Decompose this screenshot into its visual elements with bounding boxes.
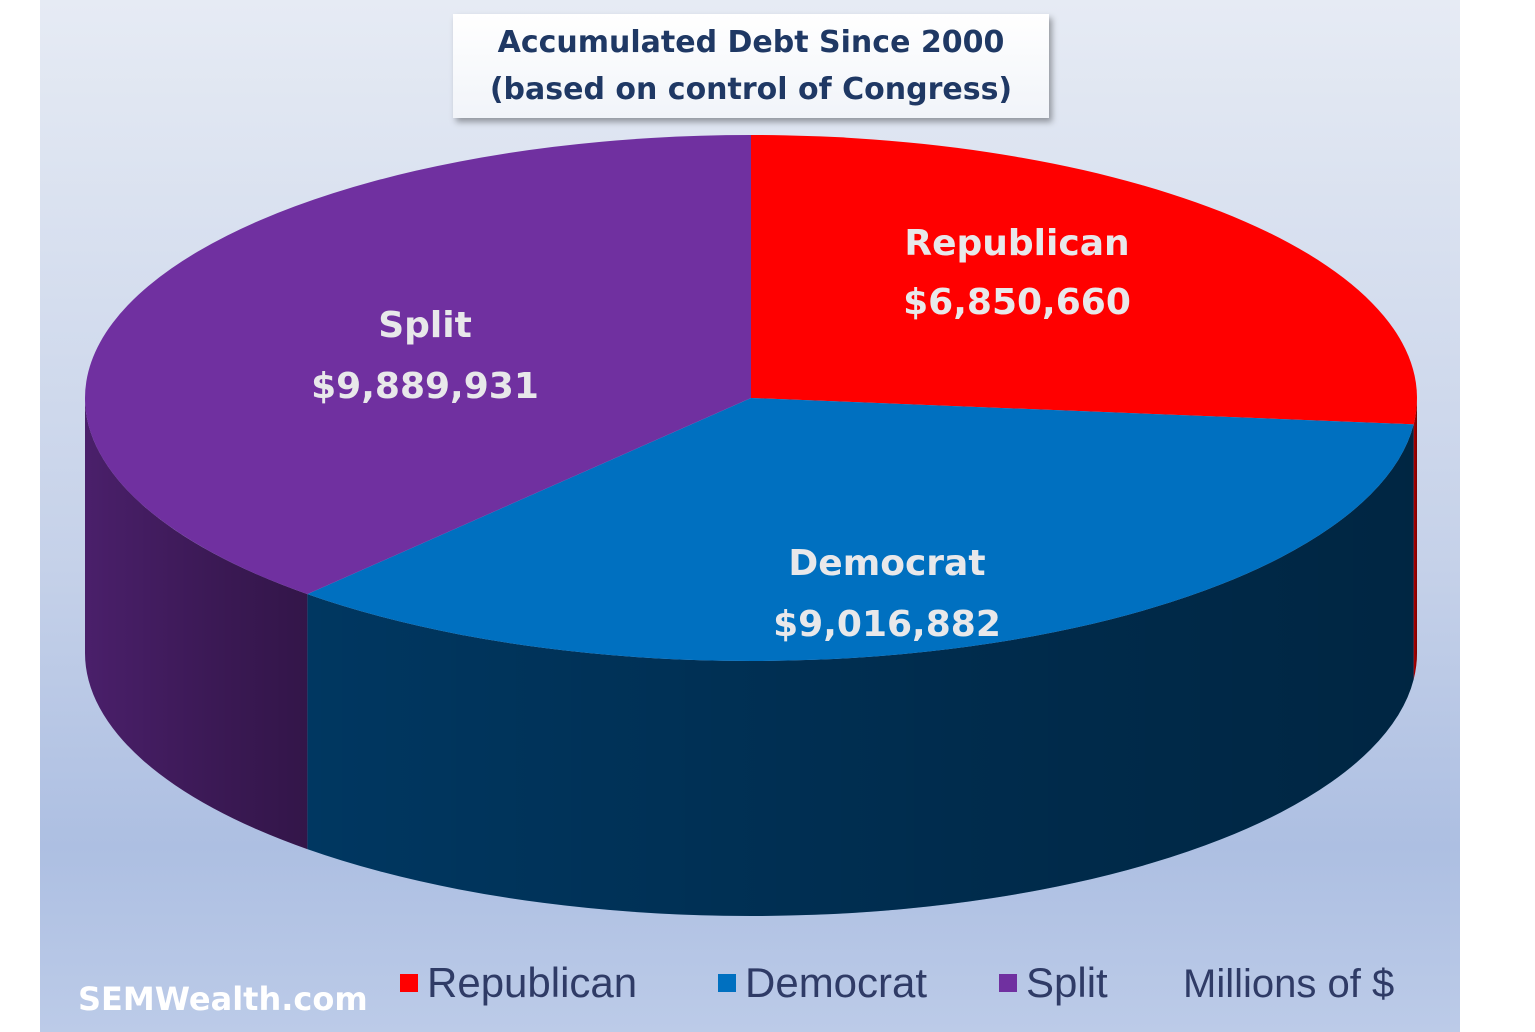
legend-item-democrat: Democrat <box>718 958 927 1008</box>
pie-labels: Republican $6,850,660 Democrat $9,016,882 Sp… <box>311 223 1131 645</box>
chart-subtitle: (based on control of Congress) <box>489 72 1013 107</box>
legend-swatch-republican <box>400 974 418 992</box>
pie-slice-republican <box>751 135 1417 425</box>
slice-label-republican: Republican <box>904 223 1129 264</box>
legend-swatch-split <box>999 974 1017 992</box>
legend-label-split: Split <box>1026 959 1108 1006</box>
pie-side-democrat <box>307 424 1414 916</box>
chart-title: Accumulated Debt Since 2000 <box>497 25 1005 60</box>
pie-side-shading <box>85 398 308 850</box>
pie-side-split <box>85 398 308 850</box>
slice-label-split: Split <box>378 305 472 346</box>
chart-title-box: Accumulated Debt Since 2000 (based on co… <box>453 14 1049 118</box>
legend-label-republican: Republican <box>427 959 638 1006</box>
legend-swatch-democrat <box>718 974 736 992</box>
pie-slice-democrat <box>307 398 1414 661</box>
pie-side-shading <box>1413 398 1417 680</box>
legend-item-split: Split <box>999 958 1108 1008</box>
pie-slice-split <box>85 135 752 595</box>
slice-value-republican: $6,850,660 <box>903 282 1131 323</box>
legend-item-republican: Republican <box>400 958 637 1008</box>
watermark-text: SEMWealth.com <box>78 980 368 1018</box>
pie-side-republican <box>1413 398 1417 680</box>
slice-label-democrat: Democrat <box>788 543 985 584</box>
pie-sides <box>85 398 1417 916</box>
slice-value-democrat: $9,016,882 <box>773 604 1001 645</box>
legend-label-democrat: Democrat <box>745 959 928 1006</box>
slice-value-split: $9,889,931 <box>311 366 539 407</box>
units-note: Millions of $ <box>1183 962 1395 1006</box>
pie-side-shading <box>307 424 1414 916</box>
pie-tops <box>85 135 1417 661</box>
